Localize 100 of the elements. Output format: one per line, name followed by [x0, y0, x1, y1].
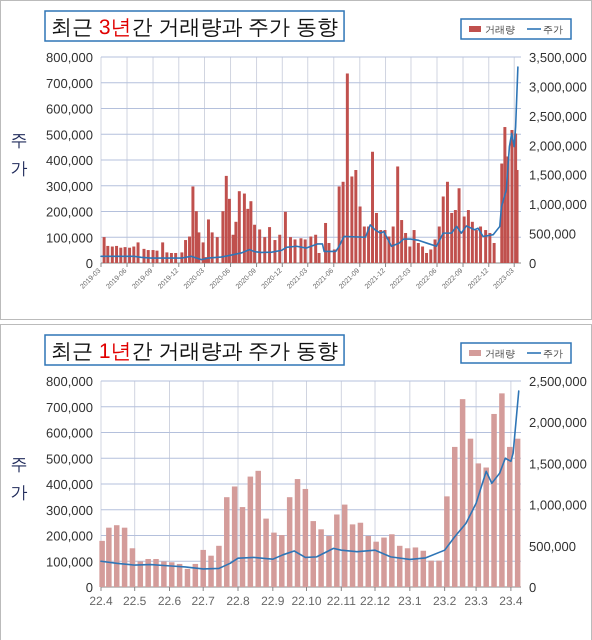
bar — [115, 246, 118, 263]
y2-tick-label: 0 — [529, 256, 536, 271]
y2-tick-label: 2,000,000 — [529, 415, 587, 430]
bar — [383, 230, 386, 263]
bar — [412, 547, 418, 587]
y-tick-label: 200,000 — [46, 528, 93, 544]
bar — [153, 558, 159, 587]
x-tick-label: 22.10 — [291, 594, 322, 608]
x-tick-label: 22.7 — [192, 594, 216, 608]
y2-tick-label: 1,000,000 — [529, 197, 587, 212]
bar — [161, 242, 164, 263]
bar — [224, 176, 228, 263]
bar — [284, 212, 287, 263]
y-tick-label: 600,000 — [46, 426, 93, 440]
bar — [446, 182, 449, 263]
y2-tick-label: 0 — [529, 580, 536, 595]
bar — [119, 248, 122, 263]
bar — [373, 542, 379, 587]
x-tick-label: 22.11 — [326, 594, 356, 608]
y2-tick-label: 1,500,000 — [529, 456, 587, 472]
bar — [468, 438, 474, 587]
bar — [161, 561, 167, 587]
bar — [224, 497, 230, 587]
bar — [114, 525, 120, 587]
x-tick-label: 22.9 — [261, 594, 285, 608]
y-tick-label: 500,000 — [46, 127, 93, 142]
bar — [238, 191, 241, 263]
bar — [458, 188, 461, 263]
bar — [324, 222, 328, 263]
bar — [279, 535, 285, 587]
bar — [176, 564, 182, 587]
bar — [255, 470, 261, 587]
bar — [138, 561, 144, 587]
y-axis-title: 주가 — [10, 455, 28, 502]
bar — [350, 524, 356, 587]
x-tick-label: 23.3 — [464, 594, 488, 608]
bar — [216, 546, 222, 587]
bar — [184, 240, 188, 263]
bar — [503, 127, 506, 263]
bar — [358, 522, 364, 587]
bar — [271, 532, 277, 587]
bar — [428, 560, 434, 587]
y-tick-label: 400,000 — [46, 153, 93, 168]
y2-tick-label: 1,500,000 — [529, 168, 587, 183]
bar — [124, 247, 127, 263]
bar — [342, 504, 348, 587]
bar — [412, 230, 416, 263]
title: 최근 1년간 거래량과 주가 동향 — [44, 334, 345, 366]
bar — [326, 536, 332, 587]
legend-label: 주가 — [543, 25, 563, 36]
y-tick-label: 100,000 — [46, 230, 93, 246]
bar — [273, 240, 276, 263]
y-tick-label: 300,000 — [46, 502, 93, 518]
chart-title: 최근 3년간 거래량과 주가 동향 — [51, 16, 338, 39]
bar — [122, 528, 128, 587]
y-tick-label: 0 — [86, 256, 93, 271]
y-tick-label: 700,000 — [46, 76, 93, 91]
bar — [145, 558, 151, 587]
x-tick-label: 22.12 — [360, 594, 390, 608]
bar — [510, 130, 514, 263]
bar — [130, 548, 136, 587]
bar — [168, 562, 174, 587]
y-tick-label: 300,000 — [46, 178, 93, 194]
bar — [381, 538, 387, 587]
y2-tick-label: 3,000,000 — [529, 79, 587, 94]
y-tick-label: 100,000 — [46, 554, 93, 570]
y2-tick-label: 2,500,000 — [529, 108, 587, 124]
x-tick-label: 22.6 — [158, 594, 182, 608]
bar — [404, 548, 410, 587]
bar — [479, 226, 482, 263]
bar — [249, 201, 252, 263]
bar — [240, 507, 246, 587]
y2-tick-label: 2,500,000 — [529, 374, 587, 389]
x-tick-label: 22.8 — [226, 594, 250, 608]
x-tick-label: 23.1 — [398, 594, 422, 608]
legend-label: 주가 — [543, 349, 563, 360]
bar — [110, 246, 114, 263]
bar — [200, 550, 206, 587]
bar — [436, 560, 442, 587]
bar — [310, 521, 316, 587]
bar — [452, 446, 458, 587]
y-tick-label: 0 — [86, 580, 93, 595]
bar — [302, 488, 308, 587]
bar — [488, 232, 492, 263]
bar — [102, 237, 106, 263]
y2-tick-label: 500,000 — [529, 226, 576, 242]
legend-label: 거래량 — [485, 349, 515, 360]
bar — [192, 564, 198, 587]
bar — [242, 194, 246, 263]
bar — [206, 219, 210, 263]
y2-tick-label: 2,000,000 — [529, 138, 587, 154]
line-series — [100, 390, 520, 570]
bar — [460, 399, 466, 587]
y-tick-label: 500,000 — [46, 451, 93, 466]
bar — [420, 550, 426, 587]
bar — [507, 446, 513, 587]
bar — [499, 393, 505, 587]
bar — [191, 186, 194, 263]
bar — [263, 518, 269, 587]
y-tick-label: 400,000 — [46, 477, 93, 492]
